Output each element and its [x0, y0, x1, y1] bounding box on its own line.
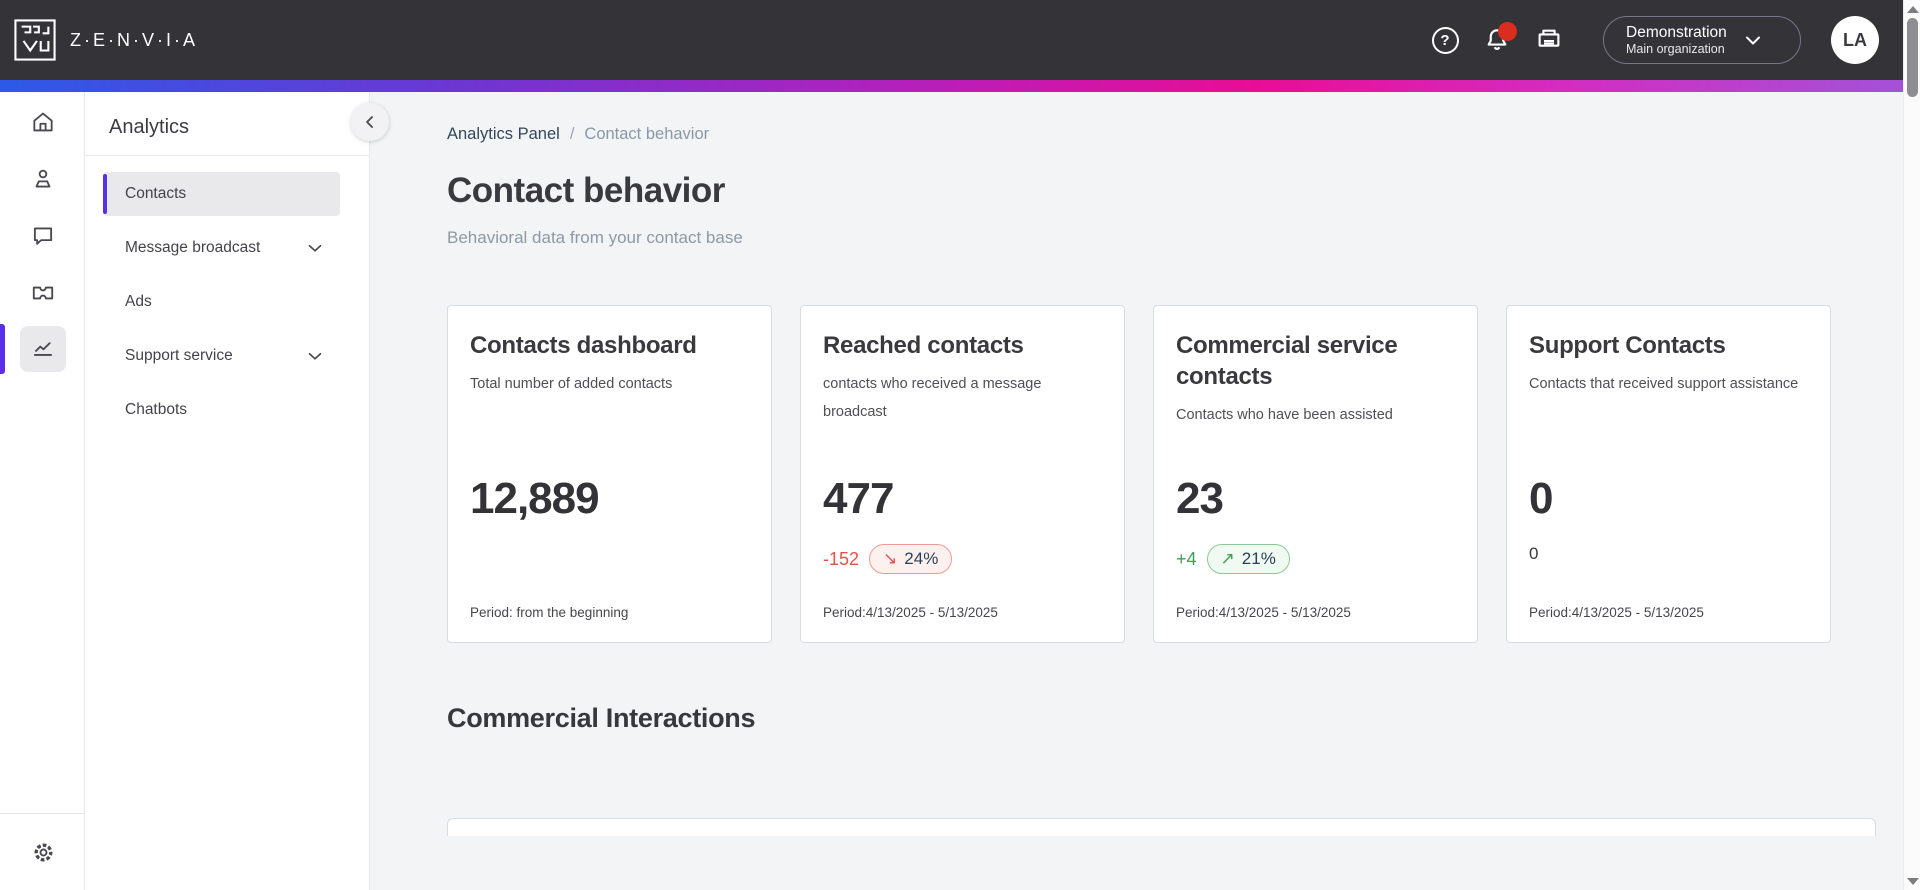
sidebar-item-label: Ads: [125, 293, 152, 310]
card-value: 477: [823, 474, 894, 523]
person-icon: [35, 169, 51, 188]
sidebar-item-tickets[interactable]: [20, 270, 66, 316]
trend-badge: ↗ 21%: [1206, 544, 1290, 574]
organization-text: Demonstration Main organization: [1626, 23, 1727, 58]
avatar[interactable]: LA: [1831, 16, 1879, 64]
card-delta-row: -152 ↘ 24%: [823, 544, 953, 574]
active-rail-indicator: [0, 324, 5, 374]
card-title: Reached contacts: [823, 332, 1024, 359]
stat-cards-row: Contacts dashboard Total number of added…: [447, 305, 1876, 643]
scrollbar-thumb[interactable]: [1907, 18, 1918, 97]
sidebar-title: Analytics: [109, 116, 190, 138]
sidebar-item-label: Support service: [125, 347, 233, 364]
card-period: Period:4/13/2025 - 5/13/2025: [1529, 605, 1704, 620]
stat-card-commercial-service-contacts: Commercial service contacts Contacts who…: [1153, 305, 1478, 643]
trend-badge: ↘ 24%: [869, 544, 953, 574]
sidebar-item-settings[interactable]: [20, 829, 66, 875]
commercial-interactions-card: [447, 818, 1876, 836]
trend-up-icon: ↗: [1220, 549, 1235, 568]
header-actions: ? Demonstration Main organiza: [1423, 16, 1879, 64]
card-value: 12,889: [470, 474, 600, 523]
gear-icon: [34, 843, 52, 861]
breadcrumb: Analytics Panel / Contact behavior: [447, 125, 1876, 144]
badge-percent: 21%: [1241, 549, 1276, 568]
rail-divider: [0, 813, 85, 814]
sidebar-item-contacts-rail[interactable]: [20, 156, 66, 202]
breadcrumb-separator: /: [569, 125, 575, 143]
app-header: Z·E·N·V·I·A ?: [0, 0, 1903, 80]
chevron-down-icon: [304, 345, 326, 367]
analytics-sidebar: Analytics Contacts Message broadcast Ads…: [85, 92, 389, 890]
sidebar-item-chatbots[interactable]: Chatbots: [103, 388, 340, 432]
card-title: Commercial service contacts: [1176, 332, 1398, 391]
trend-down-icon: ↘: [883, 549, 898, 568]
card-title: Contacts dashboard: [470, 332, 697, 359]
card-title: Support Contacts: [1529, 332, 1726, 359]
card-subtitle: Total number of added contacts: [470, 376, 673, 393]
sidebar-item-label: Message broadcast: [125, 239, 261, 256]
sidebar-collapse-button[interactable]: [351, 103, 389, 141]
card-period: Period:4/13/2025 - 5/13/2025: [823, 605, 998, 620]
stat-card-support-contacts: Support Contacts Contacts that received …: [1506, 305, 1831, 643]
sidebar-item-contacts[interactable]: Contacts: [103, 172, 340, 216]
line-chart-icon: [33, 342, 53, 356]
page-title: Contact behavior: [447, 171, 725, 210]
card-period: Period:4/13/2025 - 5/13/2025: [1176, 605, 1351, 620]
sidebar-item-conversations[interactable]: [20, 213, 66, 259]
sidebar-item-ads[interactable]: Ads: [103, 280, 340, 324]
chat-icon: [33, 227, 53, 245]
notification-badge-dot: [1498, 22, 1517, 41]
breadcrumb-current: Contact behavior: [584, 125, 710, 143]
zenvia-logo-icon: [14, 19, 56, 61]
sidebar-item-analytics[interactable]: [20, 326, 66, 372]
chevron-down-icon: [1745, 36, 1760, 45]
scrollbar-down-arrow[interactable]: [1907, 878, 1919, 885]
brand[interactable]: Z·E·N·V·I·A: [14, 19, 198, 61]
sidebar-divider: [85, 155, 370, 156]
vertical-scrollbar[interactable]: [1903, 0, 1920, 890]
card-delta-row: +4 ↗ 21%: [1176, 544, 1290, 574]
print-button[interactable]: [1527, 18, 1571, 62]
brand-name: Z·E·N·V·I·A: [70, 29, 198, 50]
help-button[interactable]: ?: [1423, 18, 1467, 62]
home-icon: [33, 112, 53, 132]
delta-value: -152: [823, 548, 860, 569]
sidebar-menu: Contacts Message broadcast Ads Support s…: [103, 172, 340, 442]
chevron-down-icon: [304, 237, 326, 259]
card-subtitle: Contacts that received support assistanc…: [1529, 376, 1799, 393]
scrollbar-up-arrow[interactable]: [1907, 6, 1919, 13]
delta-value: +4: [1176, 548, 1197, 569]
ticket-icon: [32, 286, 54, 300]
notifications-button[interactable]: [1475, 18, 1519, 62]
card-value: 0: [1529, 474, 1554, 523]
sidebar-item-home[interactable]: [20, 99, 66, 145]
sidebar-item-label: Contacts: [125, 185, 187, 202]
stat-card-contacts-dashboard: Contacts dashboard Total number of added…: [447, 305, 772, 643]
card-subtitle: Contacts who have been assisted: [1176, 407, 1393, 424]
badge-percent: 24%: [904, 549, 939, 568]
sidebar-item-support-service[interactable]: Support service: [103, 334, 340, 378]
delta-value: 0: [1529, 544, 1539, 563]
card-period: Period: from the beginning: [470, 605, 629, 620]
organization-selector[interactable]: Demonstration Main organization: [1603, 16, 1801, 64]
help-icon: ?: [1431, 26, 1459, 54]
organization-name: Demonstration: [1626, 23, 1727, 41]
sidebar-item-message-broadcast[interactable]: Message broadcast: [103, 226, 340, 270]
chevron-left-icon: [366, 116, 373, 128]
card-value: 23: [1176, 474, 1224, 523]
breadcrumb-analytics-panel[interactable]: Analytics Panel: [447, 125, 560, 143]
organization-subtitle: Main organization: [1626, 41, 1725, 56]
page-subtitle: Behavioral data from your contact base: [447, 228, 743, 247]
stat-card-reached-contacts: Reached contacts contacts who received a…: [800, 305, 1125, 643]
printer-icon: [1538, 29, 1560, 47]
main-content: Analytics Panel / Contact behavior Conta…: [370, 92, 1903, 890]
card-subtitle: contacts who received a message broadcas…: [823, 376, 1042, 420]
sidebar-item-label: Chatbots: [125, 401, 188, 418]
card-delta-row: 0: [1529, 544, 1538, 564]
section-heading: Commercial Interactions: [447, 703, 756, 733]
icon-rail: [0, 92, 85, 890]
brand-gradient-bar: [0, 80, 1903, 92]
